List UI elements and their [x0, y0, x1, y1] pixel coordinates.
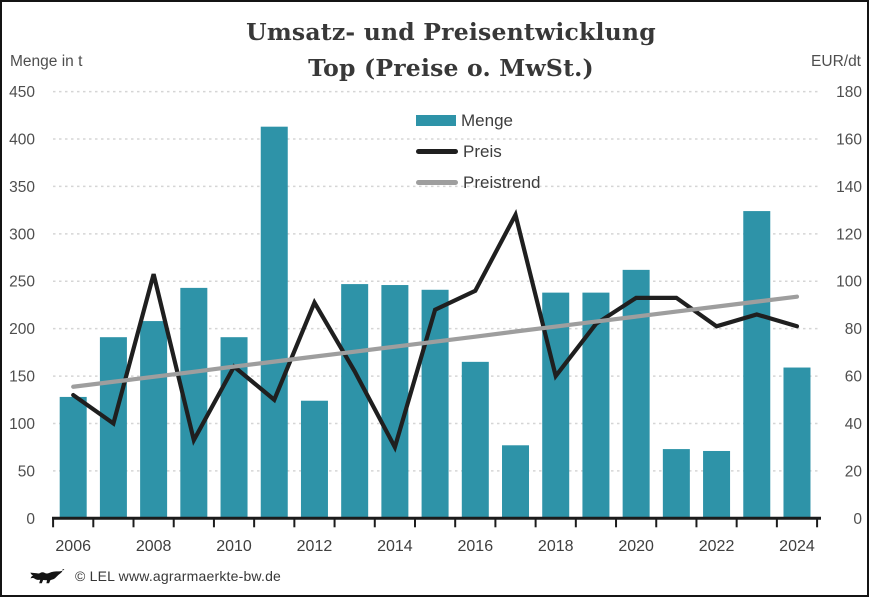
legend-swatch-preis: [416, 149, 458, 154]
right-tick-label-60: 60: [845, 369, 863, 386]
x-tick-label-2020: 2020: [618, 538, 654, 555]
bar-2022: [703, 450, 731, 517]
legend-item-preis: Preis: [416, 136, 540, 167]
right-tick-label-20: 20: [845, 463, 863, 480]
bar-2007: [99, 337, 127, 517]
right-tick-label-180: 180: [836, 84, 862, 101]
legend-item-preistrend: Preistrend: [416, 167, 540, 198]
bw-lion-logo: [30, 569, 65, 584]
left-tick-label-50: 50: [18, 463, 36, 480]
legend-label-preis: Preis: [463, 141, 502, 161]
chart-title: Umsatz- und Preisentwicklung Top (Preise…: [35, 14, 867, 86]
bar-2015: [421, 289, 449, 517]
left-tick-label-150: 150: [9, 369, 35, 386]
bar-2011: [260, 126, 288, 518]
left-tick-label-0: 0: [26, 511, 35, 528]
bar-2016: [461, 361, 489, 517]
left-tick-label-300: 300: [9, 226, 35, 243]
legend-swatch-menge: [416, 115, 456, 126]
preistrend-line: [71, 294, 800, 389]
chart-title-line2: Top (Preise o. MwSt.): [308, 54, 594, 82]
x-tick-label-2024: 2024: [779, 538, 815, 555]
left-tick-label-450: 450: [9, 84, 35, 101]
preis-line: [71, 209, 800, 453]
left-tick-label-400: 400: [9, 132, 35, 149]
x-tick-label-2016: 2016: [458, 538, 494, 555]
left-tick-label-200: 200: [9, 321, 35, 338]
x-tick-label-2018: 2018: [538, 538, 574, 555]
right-tick-label-120: 120: [836, 226, 862, 243]
x-tick-label-2010: 2010: [216, 538, 252, 555]
chart-title-line1: Umsatz- und Preisentwicklung: [246, 18, 656, 46]
bar-2020: [622, 269, 650, 517]
footer: © LEL www.agrarmaerkte-bw.de: [29, 565, 281, 586]
bar-2017: [502, 445, 530, 517]
bar-2024: [783, 367, 811, 517]
bar-2014: [381, 285, 409, 517]
x-tick-label-2022: 2022: [699, 538, 735, 555]
x-tick-label-2006: 2006: [55, 538, 91, 555]
x-tick-label-2012: 2012: [297, 538, 333, 555]
bar-2012: [300, 400, 328, 517]
legend: Menge Preis Preistrend: [416, 105, 540, 198]
bar-2013: [341, 284, 369, 517]
legend-item-menge: Menge: [416, 105, 540, 136]
right-tick-label-160: 160: [836, 132, 862, 149]
right-tick-label-100: 100: [836, 274, 862, 291]
right-tick-label-80: 80: [845, 321, 863, 338]
left-tick-label-100: 100: [9, 416, 35, 433]
bar-2006: [59, 396, 87, 517]
legend-swatch-preistrend: [416, 180, 458, 185]
right-axis-title: EUR/dt: [811, 53, 861, 70]
left-tick-label-350: 350: [9, 179, 35, 196]
bar-2023: [743, 211, 771, 518]
bar-2019: [582, 292, 610, 517]
legend-label-preistrend: Preistrend: [463, 172, 541, 192]
x-tick-label-2008: 2008: [136, 538, 172, 555]
left-axis-title: Menge in t: [10, 53, 83, 70]
right-tick-label-140: 140: [836, 179, 862, 196]
footer-credit: © LEL www.agrarmaerkte-bw.de: [75, 567, 282, 584]
right-tick-label-0: 0: [853, 511, 862, 528]
bar-2008: [140, 321, 168, 517]
legend-label-menge: Menge: [461, 110, 513, 130]
x-tick-label-2014: 2014: [377, 538, 413, 555]
bar-2021: [662, 449, 690, 517]
bar-2018: [542, 292, 570, 517]
right-tick-label-40: 40: [845, 416, 863, 433]
left-tick-label-250: 250: [9, 274, 35, 291]
